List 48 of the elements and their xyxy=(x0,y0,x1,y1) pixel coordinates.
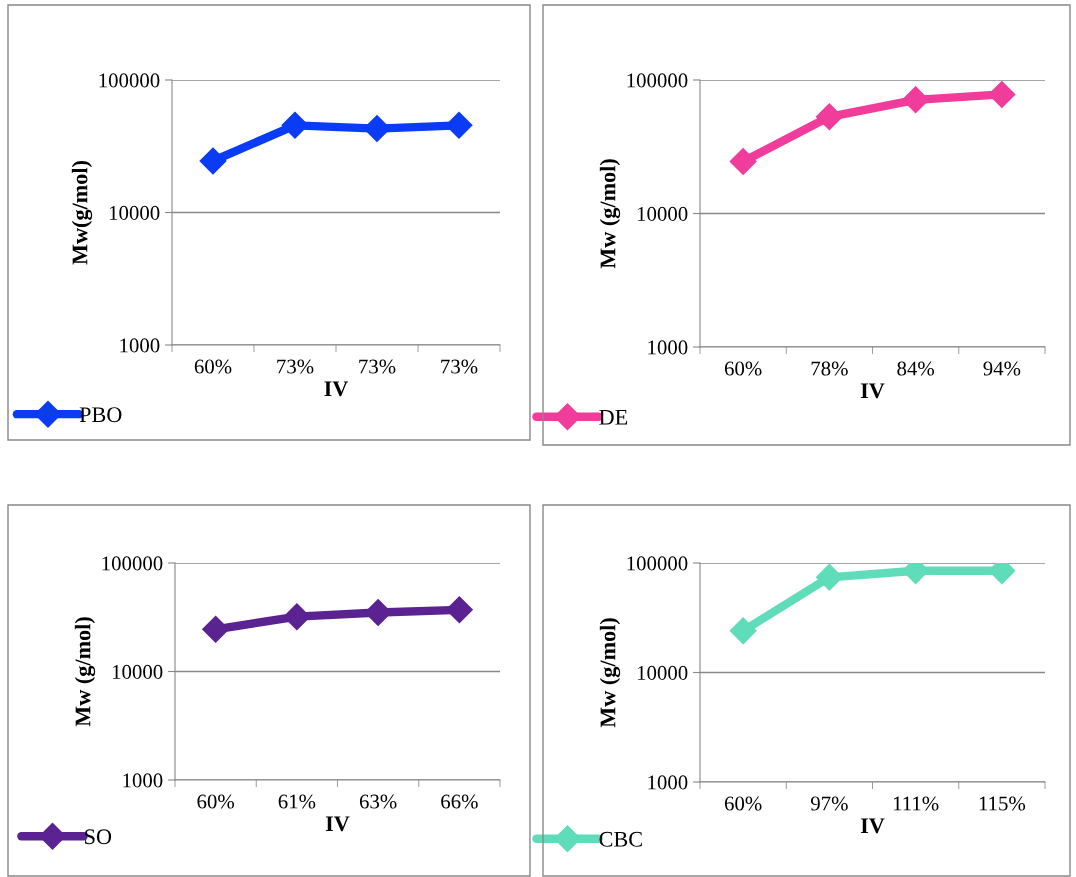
x-axis-title: IV xyxy=(860,383,885,399)
legend-label: PBO xyxy=(79,407,122,423)
y-axis-title: Mw (g/mol) xyxy=(599,618,621,728)
x-tick-label: 78% xyxy=(811,361,848,376)
x-tick-label: 73% xyxy=(359,359,396,374)
x-tick-label: 60% xyxy=(724,796,762,811)
point xyxy=(729,148,757,176)
point xyxy=(283,603,311,631)
point xyxy=(281,111,309,139)
x-tick-label: 73% xyxy=(441,359,478,374)
point xyxy=(815,103,843,131)
y-tick-label: 1000 xyxy=(648,775,688,790)
y-axis-title: Mw (g/mol) xyxy=(74,617,96,727)
point xyxy=(445,111,473,139)
x-tick-label: 115% xyxy=(979,796,1026,811)
x-tick-label: 61% xyxy=(278,794,316,809)
y-tick-label: 10000 xyxy=(109,205,160,220)
y-tick-label: 100000 xyxy=(99,73,160,88)
x-tick-label: 60% xyxy=(724,361,762,376)
y-axis-title: Mw (g/mol) xyxy=(599,159,621,269)
x-tick-label: 84% xyxy=(897,361,935,376)
y-tick-label: 100000 xyxy=(627,556,688,571)
x-axis-title: IV xyxy=(860,818,885,834)
x-tick-label: 60% xyxy=(194,359,232,374)
x-tick-label: 111% xyxy=(893,796,939,811)
y-tick-label: 10000 xyxy=(112,664,163,679)
x-axis-title: IV xyxy=(325,816,350,832)
x-tick-label: 97% xyxy=(810,796,848,811)
y-tick-label: 100000 xyxy=(627,73,688,88)
y-tick-label: 1000 xyxy=(120,338,160,353)
x-tick-label: 73% xyxy=(277,359,314,374)
point xyxy=(202,615,230,643)
y-tick-label: 100000 xyxy=(102,556,163,571)
x-tick-label: 63% xyxy=(359,794,397,809)
x-tick-label: 60% xyxy=(197,794,235,809)
x-tick-label: 66% xyxy=(441,794,478,809)
y-tick-label: 10000 xyxy=(637,206,688,221)
point xyxy=(988,80,1016,108)
legend-label: CBC xyxy=(599,831,642,847)
legend-label: DE xyxy=(599,409,628,425)
y-tick-label: 1000 xyxy=(123,773,163,788)
legend-label: SO xyxy=(85,829,112,845)
y-tick-label: 10000 xyxy=(637,665,688,680)
y-axis-title: Mw(g/mol) xyxy=(71,161,93,265)
point xyxy=(199,147,227,175)
x-tick-label: 94% xyxy=(983,361,1021,376)
y-tick-label: 1000 xyxy=(648,340,688,355)
x-axis-title: IV xyxy=(324,381,349,397)
